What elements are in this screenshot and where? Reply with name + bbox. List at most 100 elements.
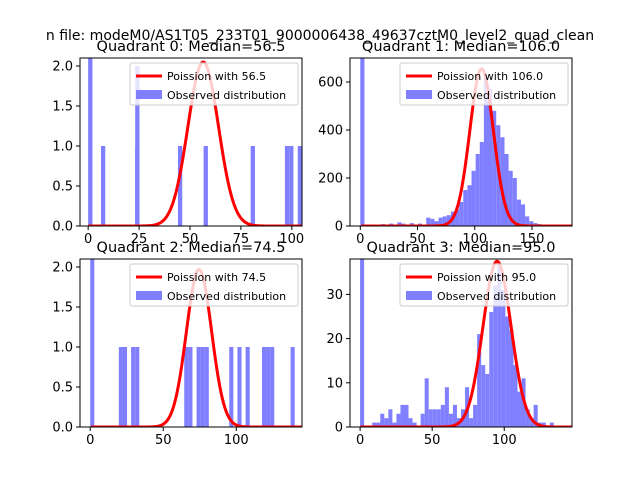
histogram-bar [90, 259, 95, 427]
histogram-bar [118, 347, 123, 427]
poisson-curve [360, 259, 572, 427]
histogram-bar [473, 404, 478, 427]
subplot-title: Quadrant 1: Median=106.0 [362, 39, 560, 55]
histogram-bar [512, 178, 517, 226]
histogram-bar [428, 409, 433, 427]
y-tick-label: 2.0 [52, 60, 73, 75]
histogram-bar [481, 365, 486, 427]
y-tick-label: 20 [326, 332, 343, 347]
x-tick-label: 100 [279, 232, 304, 247]
legend-entry-observed: Observed distribution [167, 290, 286, 303]
histogram-bar [459, 202, 464, 226]
histogram-bar [290, 347, 295, 427]
histogram-bar [469, 418, 474, 427]
histogram-bar [475, 154, 480, 226]
histogram-bar [420, 413, 425, 427]
histogram-bar [400, 404, 405, 427]
legend: Poission with 106.0 Observed distribution [399, 62, 569, 106]
x-tick-label: 50 [182, 232, 199, 247]
x-tick-label: 0 [84, 232, 92, 247]
legend-box [129, 62, 299, 106]
legend-patch-marker [136, 90, 162, 99]
histogram-bar [432, 409, 437, 427]
histogram-bar [501, 289, 506, 427]
x-tick-label: 50 [424, 433, 441, 448]
histogram-bar [452, 404, 457, 427]
axes-frame [349, 258, 573, 428]
histogram-bar [229, 347, 234, 427]
histogram-bar [424, 378, 429, 427]
y-tick-label: 0 [335, 421, 343, 436]
histogram-bar [360, 58, 365, 226]
histogram-bar [203, 146, 208, 226]
histogram-bar [509, 329, 514, 427]
histogram-bar [392, 422, 397, 427]
legend-entry-observed: Observed distribution [437, 89, 556, 102]
y-tick-label: 1.5 [52, 100, 73, 115]
histogram-bar [505, 316, 510, 427]
histogram-bar [525, 216, 530, 226]
histogram-bar [488, 89, 493, 226]
axes-frame [79, 258, 303, 428]
histogram-bar [237, 347, 242, 427]
histogram-bar [438, 217, 443, 226]
histogram-bar [442, 216, 447, 226]
histogram-bar [360, 259, 365, 427]
legend: Poission with 74.5 Observed distribution [129, 263, 299, 307]
histogram-bar [541, 422, 546, 427]
histogram-bar [434, 221, 439, 226]
histogram-bar [188, 347, 193, 427]
histogram-bar [529, 418, 534, 427]
histogram-bar [444, 387, 449, 427]
subplot-2: 0 50 100 0.0 0.5 1.0 1.5 2.0 Quadrant 2: Median=… [52, 240, 303, 448]
histogram-bar [520, 204, 526, 226]
histogram-bar [500, 137, 505, 226]
y-tick-label: 200 [318, 172, 343, 187]
histogram-bar [448, 413, 453, 427]
y-tick-label: 2.0 [52, 261, 73, 276]
x-tick-label: 0 [86, 433, 94, 448]
histogram-bar [412, 422, 417, 427]
histogram-bar [245, 347, 250, 427]
histogram-bar [284, 146, 290, 226]
subplot-title: Quadrant 0: Median=56.5 [97, 39, 286, 55]
subplot-title: Quadrant 3: Median=95.0 [367, 240, 556, 256]
histogram-bar [483, 77, 489, 226]
y-tick-label: 0.0 [52, 220, 73, 235]
x-tick-label: 100 [224, 433, 249, 448]
histogram-bar [397, 222, 402, 226]
histogram-bar [100, 146, 106, 226]
subplot-1: 0 50 100 150 0 200 400 600 Quadrant 1: Median=10… [318, 39, 573, 247]
histogram-bar [200, 347, 205, 427]
histogram-bar [467, 185, 472, 226]
histogram-bar [270, 347, 275, 427]
legend-entry-poisson: Poission with 56.5 [167, 70, 266, 83]
legend-patch-marker [406, 291, 432, 300]
histogram-bar [261, 347, 267, 427]
histogram-bar [471, 170, 476, 226]
histogram-bar [204, 347, 209, 427]
y-tick-label: 1.5 [52, 301, 73, 316]
histogram-bar [455, 209, 460, 226]
histogram-bar [492, 110, 497, 226]
y-tick-label: 1.0 [52, 140, 73, 155]
histogram-bar [436, 409, 441, 427]
histogram-bar [250, 146, 255, 226]
x-tick-label: 100 [462, 232, 487, 247]
histogram-bar [513, 365, 518, 427]
subplot-0: 0 25 50 75 100 0.0 0.5 1.0 1.5 2.0 Quadrant 0: Med… [52, 39, 304, 247]
y-tick-label: 0.0 [52, 421, 73, 436]
histogram-bar [430, 218, 435, 226]
x-tick-label: 0 [356, 433, 364, 448]
histogram-bar [380, 413, 385, 427]
histogram-bar [479, 142, 484, 226]
histogram-bar [266, 347, 271, 427]
histogram-bar [533, 404, 538, 427]
y-tick-label: 1.0 [52, 341, 73, 356]
y-tick-label: 600 [318, 76, 343, 91]
legend-entry-poisson: Poission with 95.0 [437, 271, 536, 284]
histogram-bars [90, 259, 295, 427]
histogram-bar [549, 422, 554, 427]
histogram-bar [525, 409, 530, 427]
